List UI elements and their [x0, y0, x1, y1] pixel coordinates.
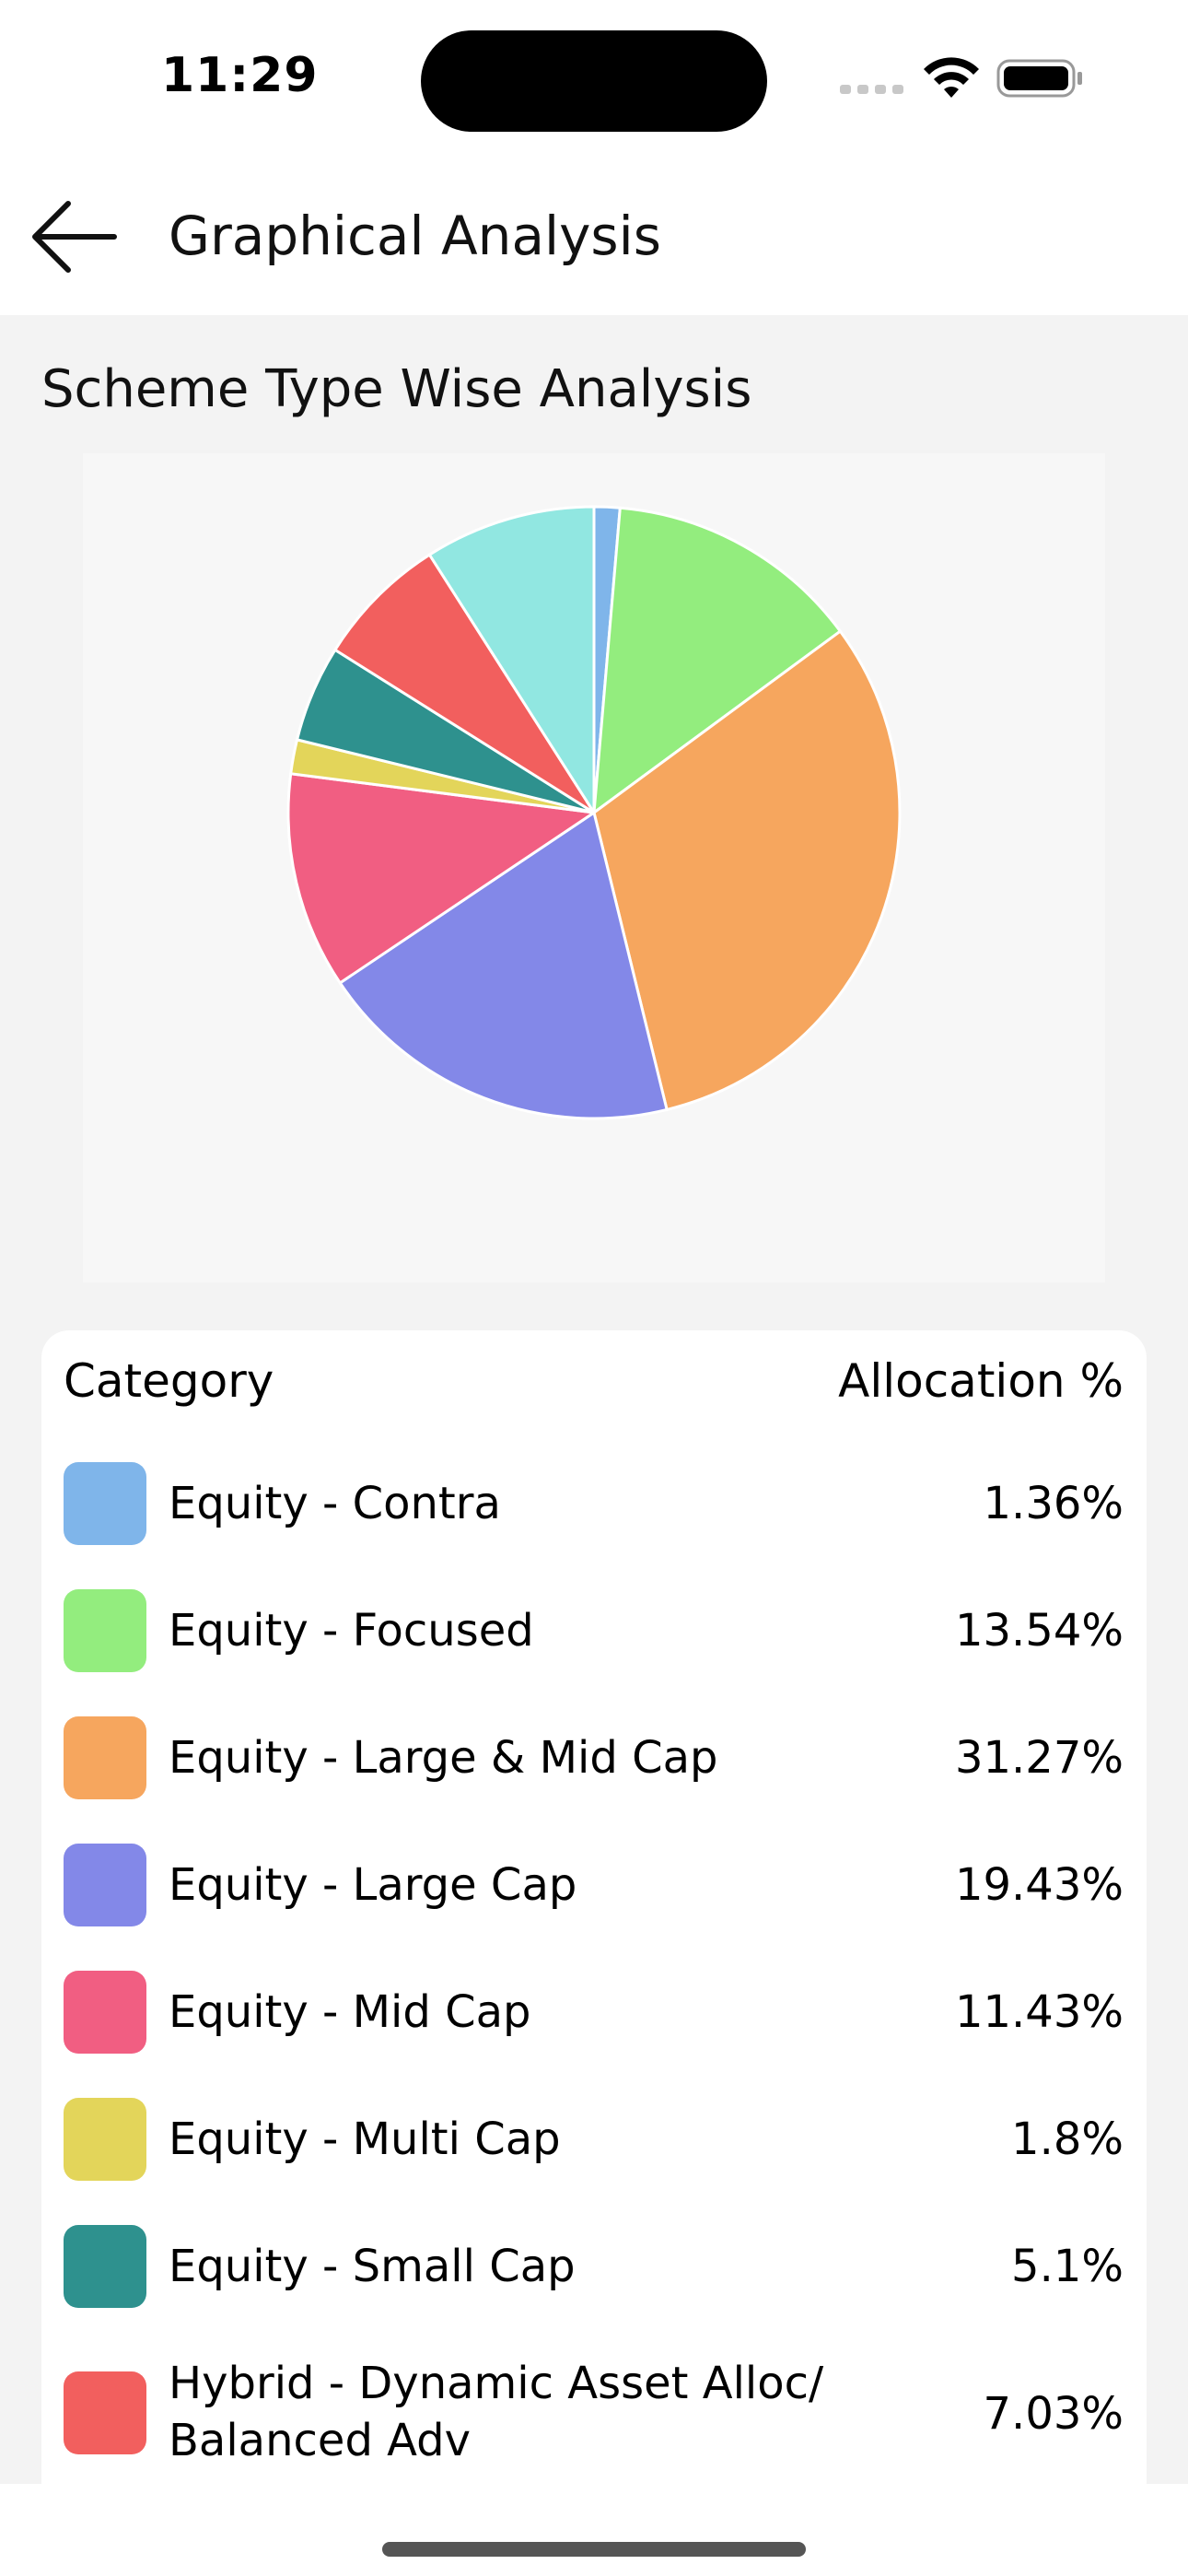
color-swatch	[64, 1844, 146, 1926]
category-label: Equity - Contra	[169, 1478, 501, 1529]
table-row-equity-contra[interactable]: Equity - Contra 1.36%	[41, 1459, 1147, 1548]
pie-chart-card	[83, 453, 1105, 1282]
table-row-equity-focused[interactable]: Equity - Focused 13.54%	[41, 1587, 1147, 1675]
section-title: Scheme Type Wise Analysis	[41, 359, 752, 419]
pie-slice-8[interactable]	[427, 505, 596, 814]
pie-slice-3[interactable]	[338, 811, 669, 1120]
home-indicator[interactable]	[382, 2542, 806, 2557]
pie-slice-7[interactable]	[333, 553, 596, 814]
column-header-allocation: Allocation %	[838, 1354, 1124, 1408]
table-row-equity-multi-cap[interactable]: Equity - Multi Cap 1.8%	[41, 2095, 1147, 2184]
pie-slice-1[interactable]	[592, 506, 842, 814]
category-label: Equity - Large Cap	[169, 1859, 577, 1911]
back-arrow-icon[interactable]	[28, 197, 120, 276]
page-title: Graphical Analysis	[169, 205, 661, 267]
allocation-value: 1.8%	[1011, 2113, 1124, 2165]
color-swatch	[64, 2371, 146, 2454]
status-time: 11:29	[161, 48, 319, 103]
color-swatch	[64, 2098, 146, 2181]
category-label: Hybrid - Dynamic Asset Alloc/ Balanced A…	[169, 2358, 824, 2466]
table-row-equity-large-cap[interactable]: Equity - Large Cap 19.43%	[41, 1841, 1147, 1929]
dynamic-island	[421, 30, 767, 132]
allocation-value: 5.1%	[1011, 2241, 1124, 2292]
table-header: Category Allocation %	[41, 1330, 1147, 1441]
wifi-icon	[924, 57, 979, 98]
allocation-value: 13.54%	[954, 1605, 1124, 1657]
column-header-category: Category	[64, 1354, 274, 1408]
color-swatch	[64, 1589, 146, 1672]
color-swatch	[64, 1716, 146, 1799]
category-label: Equity - Multi Cap	[169, 2113, 561, 2165]
app-header: Graphical Analysis	[0, 157, 1188, 315]
allocation-value: 1.36%	[983, 1478, 1124, 1529]
allocation-value: 31.27%	[954, 1732, 1124, 1784]
pie-slice-2[interactable]	[592, 629, 902, 1111]
table-row-equity-small-cap[interactable]: Equity - Small Cap 5.1%	[41, 2222, 1147, 2311]
category-label: Equity - Large & Mid Cap	[169, 1732, 718, 1784]
cellular-signal-icon	[840, 85, 903, 94]
bottom-bar	[0, 2484, 1188, 2576]
color-swatch	[64, 2225, 146, 2308]
category-label: Equity - Mid Cap	[169, 1986, 531, 2038]
table-row-equity-large-mid-cap[interactable]: Equity - Large & Mid Cap 31.27%	[41, 1714, 1147, 1802]
allocation-value: 19.43%	[954, 1859, 1124, 1911]
content-area[interactable]: Scheme Type Wise Analysis Category Alloc…	[0, 315, 1188, 2576]
category-label: Equity - Focused	[169, 1605, 534, 1657]
pie-chart[interactable]	[83, 453, 1105, 1282]
table-row-equity-mid-cap[interactable]: Equity - Mid Cap 11.43%	[41, 1968, 1147, 2056]
category-label: Equity - Small Cap	[169, 2241, 576, 2292]
color-swatch	[64, 1971, 146, 2054]
status-bar: 11:29	[0, 0, 1188, 157]
battery-icon	[996, 59, 1082, 98]
allocation-table: Category Allocation % Equity - Contra 1.…	[41, 1330, 1147, 2576]
allocation-value: 7.03%	[983, 2388, 1124, 2440]
pie-slice-4[interactable]	[286, 772, 596, 985]
color-swatch	[64, 1462, 146, 1545]
table-row-hybrid-dynamic[interactable]: Hybrid - Dynamic Asset Alloc/ Balanced A…	[41, 2355, 1147, 2475]
allocation-value: 11.43%	[954, 1986, 1124, 2038]
